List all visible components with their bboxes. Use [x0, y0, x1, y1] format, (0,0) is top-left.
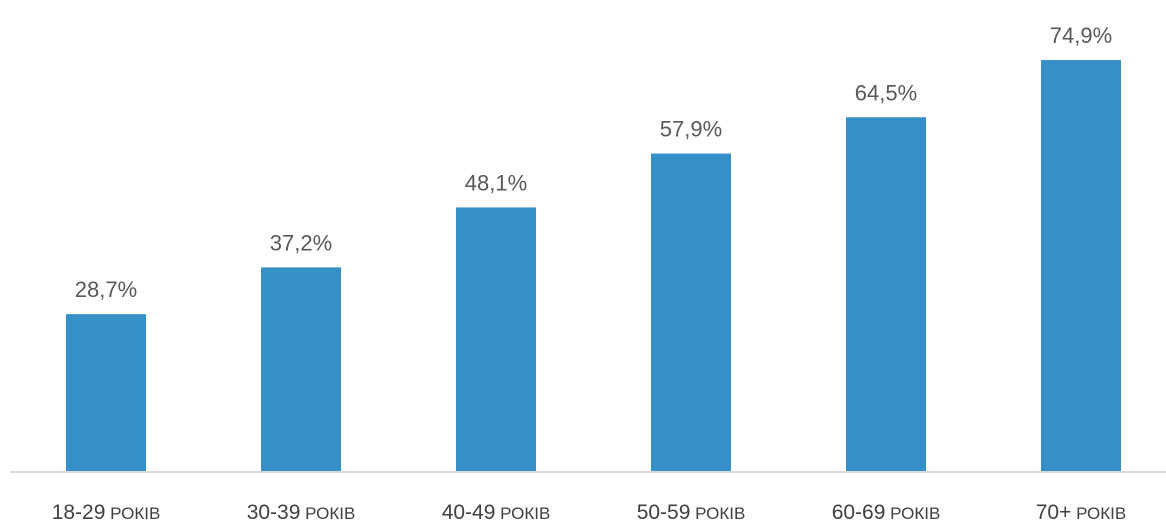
value-labels-group: 28,7% 37,2% 48,1% 57,9% 64,5% 74,9% [75, 23, 1112, 302]
category-unit-5: РОКІВ [1071, 504, 1126, 523]
bars-group [66, 60, 1121, 473]
category-range-4: 60-69 [832, 501, 886, 524]
value-label-3: 57,9% [660, 117, 722, 142]
category-label-5: 70+ РОКІВ [1036, 501, 1127, 524]
category-range-3: 50-59 [637, 501, 691, 524]
value-label-5: 74,9% [1050, 23, 1112, 48]
bar-0 [66, 314, 146, 472]
bar-3 [651, 153, 731, 473]
category-range-2: 40-49 [442, 501, 496, 524]
category-labels-group: 18-29 РОКІВ 30-39 РОКІВ 40-49 РОКІВ 50-59 Р… [52, 501, 1127, 524]
category-range-0: 18-29 [52, 501, 106, 524]
category-range-1: 30-39 [247, 501, 301, 524]
category-label-0: 18-29 РОКІВ [52, 501, 161, 524]
category-unit-1: РОКІВ [300, 504, 355, 523]
category-label-4: 60-69 РОКІВ [832, 501, 941, 524]
category-unit-4: РОКІВ [885, 504, 940, 523]
value-label-1: 37,2% [270, 230, 332, 255]
value-label-0: 28,7% [75, 277, 137, 302]
bar-5 [1041, 60, 1121, 473]
value-label-2: 48,1% [465, 170, 527, 195]
category-label-1: 30-39 РОКІВ [247, 501, 356, 524]
category-unit-2: РОКІВ [495, 504, 550, 523]
category-label-3: 50-59 РОКІВ [637, 501, 746, 524]
value-label-4: 64,5% [855, 80, 917, 105]
category-label-2: 40-49 РОКІВ [442, 501, 551, 524]
category-range-5: 70+ [1036, 501, 1072, 524]
category-unit-0: РОКІВ [105, 504, 160, 523]
bar-2 [456, 207, 536, 472]
category-unit-3: РОКІВ [690, 504, 745, 523]
bar-1 [261, 267, 341, 472]
bar-4 [846, 117, 926, 472]
